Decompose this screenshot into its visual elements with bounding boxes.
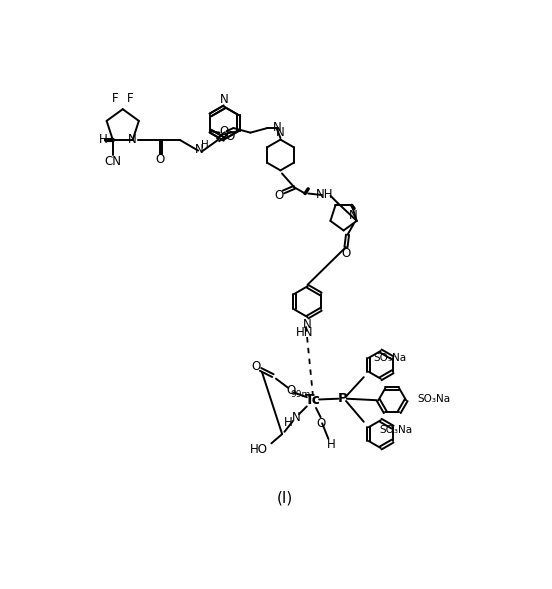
Text: HO: HO <box>250 443 268 456</box>
Text: SO₃Na: SO₃Na <box>380 425 413 435</box>
Text: N: N <box>273 121 282 134</box>
Text: SO₃Na: SO₃Na <box>417 393 450 403</box>
Text: N: N <box>349 209 358 222</box>
Text: SO₃Na: SO₃Na <box>373 353 406 363</box>
Text: O: O <box>220 125 229 138</box>
Text: N: N <box>291 411 300 423</box>
Text: CN: CN <box>104 155 121 168</box>
Text: N: N <box>195 143 204 156</box>
Text: NH: NH <box>316 188 334 201</box>
Text: H: H <box>327 438 336 451</box>
Text: 99m: 99m <box>290 391 311 399</box>
Text: N: N <box>128 133 136 146</box>
Text: O: O <box>156 153 165 166</box>
Text: F: F <box>127 92 134 105</box>
Text: H: H <box>98 133 107 145</box>
Text: O: O <box>316 417 325 430</box>
Text: O: O <box>341 247 351 260</box>
Text: N: N <box>276 126 285 139</box>
Text: H: H <box>201 140 209 150</box>
Text: N: N <box>302 317 311 330</box>
Text: O: O <box>226 130 235 143</box>
Text: Tc: Tc <box>305 393 321 407</box>
Text: O: O <box>274 188 284 201</box>
Text: F: F <box>112 92 118 105</box>
Text: (I): (I) <box>277 491 293 505</box>
Text: P: P <box>337 392 347 405</box>
Text: O: O <box>251 360 261 373</box>
Text: H: H <box>284 416 293 429</box>
Text: N: N <box>220 94 229 107</box>
Text: O: O <box>286 385 296 398</box>
Text: HN: HN <box>296 326 313 339</box>
